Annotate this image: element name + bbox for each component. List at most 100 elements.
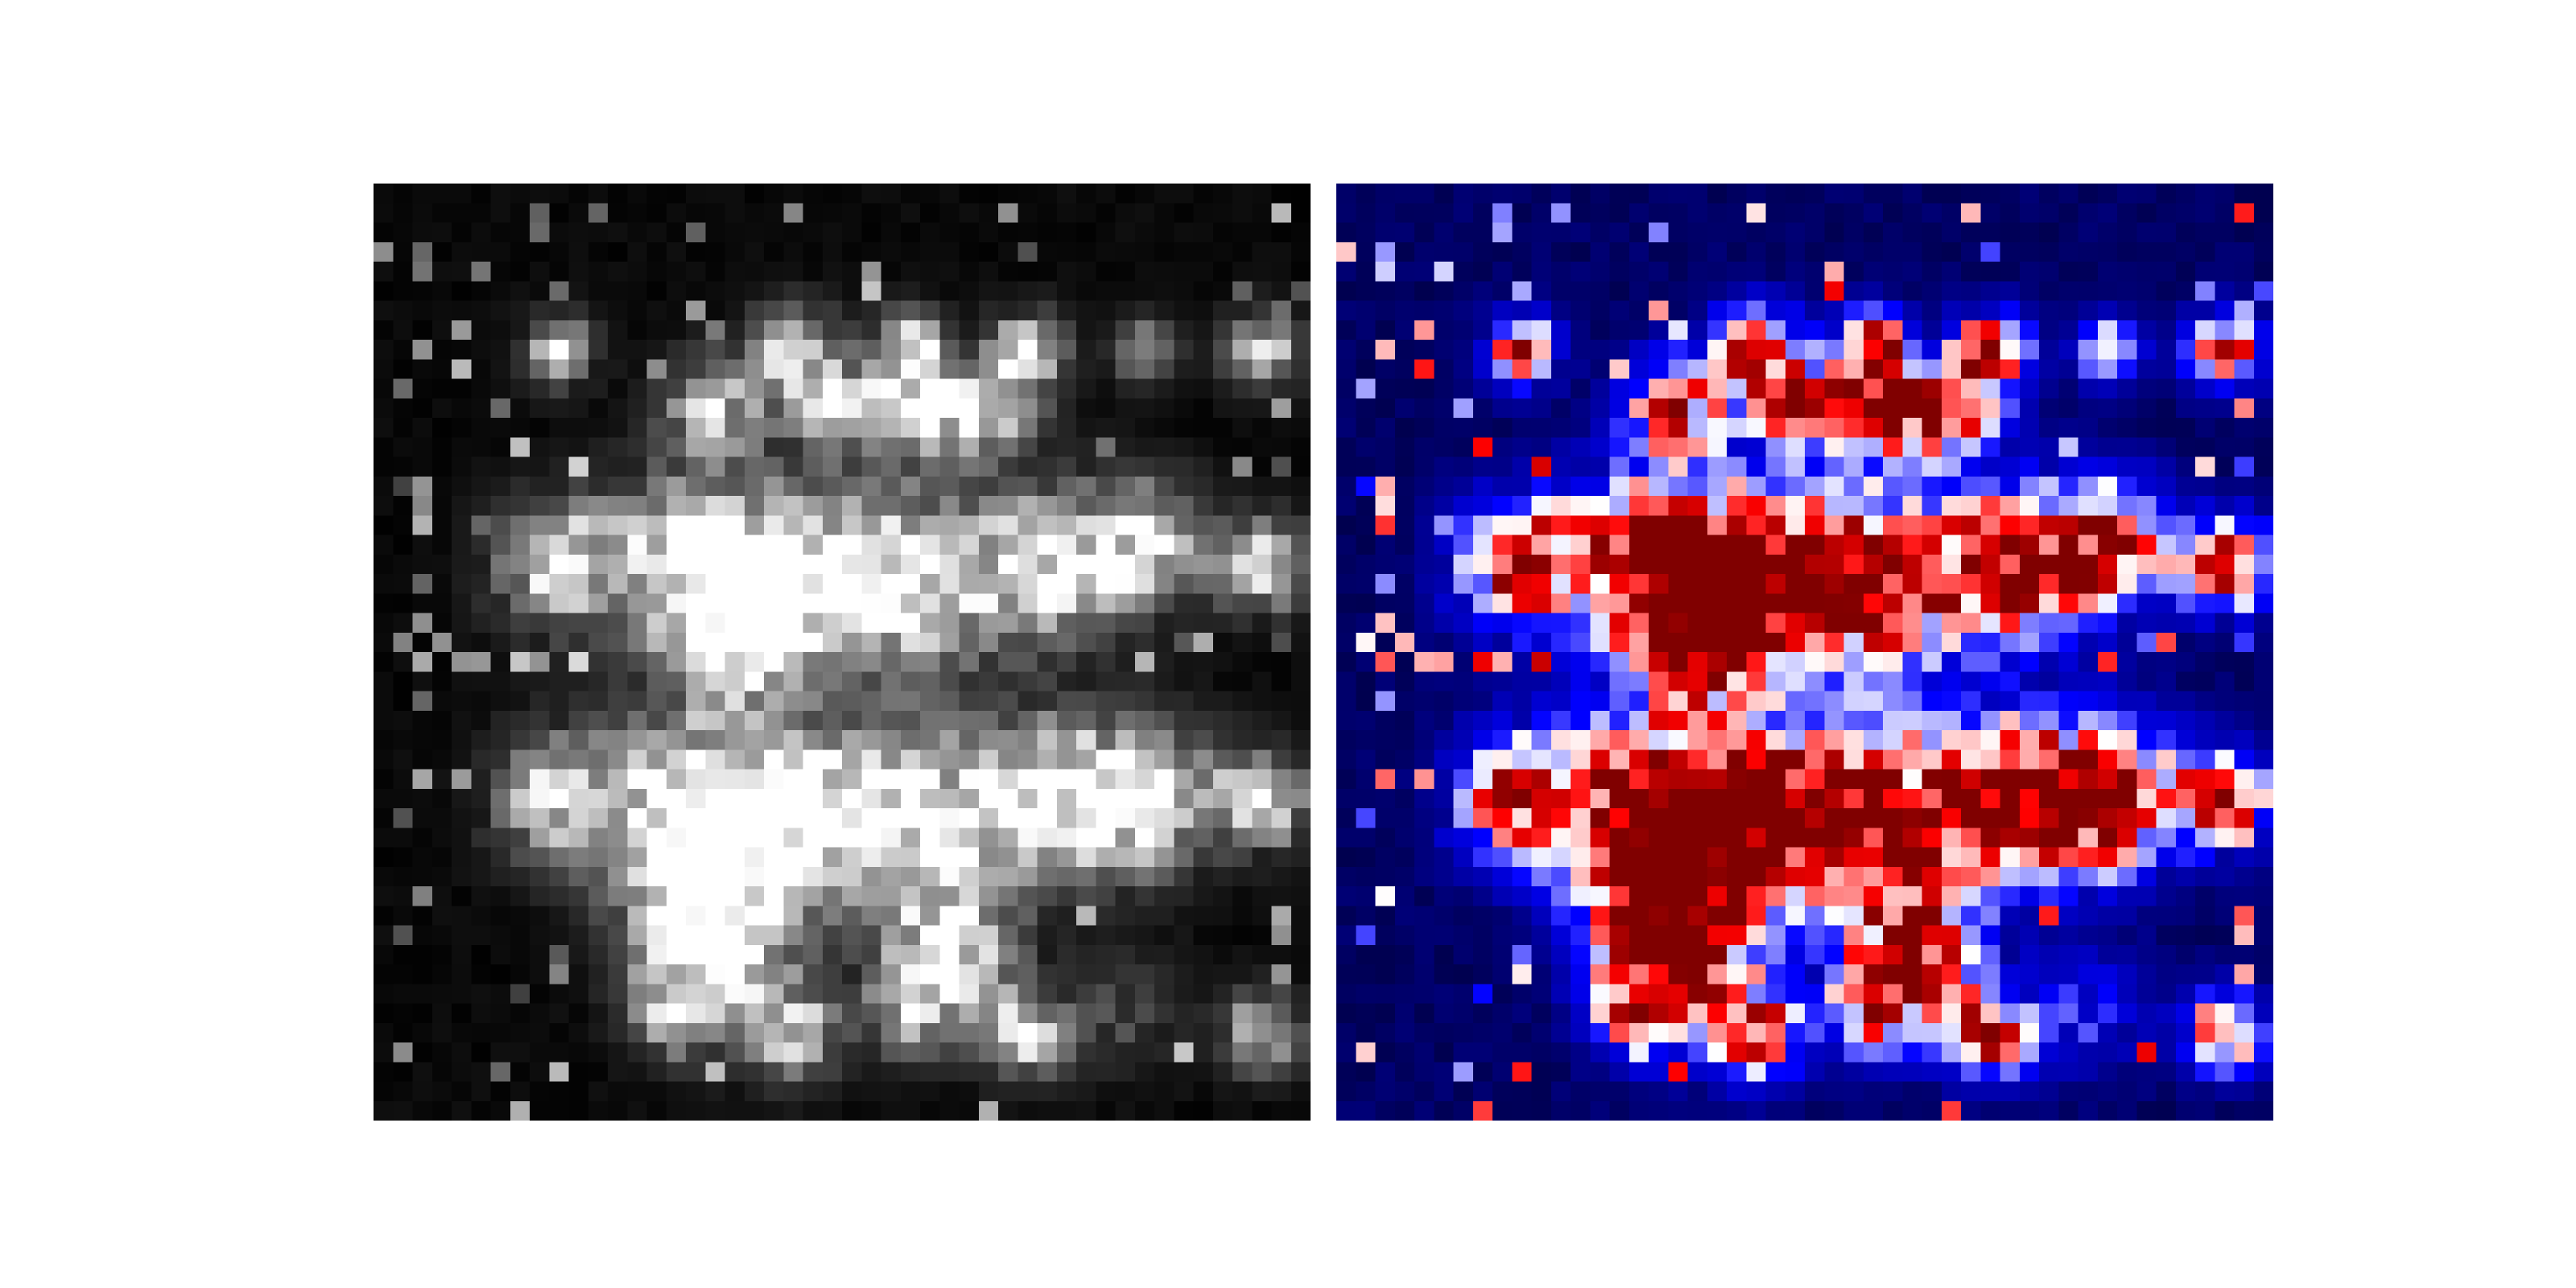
heatmap-gray-cell [646,359,667,379]
heatmap-seismic-cell [1687,359,1708,379]
heatmap-seismic-cell [1512,320,1532,341]
heatmap-seismic-cell [1785,769,1806,790]
heatmap-gray-cell [978,671,999,691]
heatmap-seismic-cell [2097,378,2118,399]
heatmap-gray-cell [998,418,1018,438]
heatmap-gray-cell [1115,554,1136,575]
heatmap-gray-cell [998,340,1018,360]
heatmap-seismic-cell [1707,652,1728,672]
heatmap-gray-cell [724,378,745,399]
heatmap-gray-cell [1290,866,1311,887]
heatmap-seismic-cell [2156,944,2177,965]
heatmap-gray-cell [1212,906,1233,926]
heatmap-seismic-cell [1824,203,1844,223]
heatmap-gray-cell [783,808,803,828]
heatmap-gray-cell [1193,378,1214,399]
heatmap-gray-cell [803,964,824,985]
heatmap-seismic-cell [1727,496,1747,516]
heatmap-seismic-cell [1531,828,1552,848]
heatmap-seismic-cell [2175,535,2196,555]
heatmap-seismic-cell [2039,262,2059,282]
heatmap-seismic-cell [1668,593,1688,613]
heatmap-gray-cell [412,300,433,321]
heatmap-seismic-cell [2215,378,2235,399]
heatmap-seismic-cell [1356,320,1376,341]
heatmap-seismic-cell [1707,808,1728,828]
heatmap-gray-cell [881,340,902,360]
heatmap-gray-cell [393,847,413,868]
heatmap-gray-cell [452,925,472,946]
heatmap-gray-cell [783,359,803,379]
heatmap-gray-cell [1290,1081,1311,1102]
heatmap-gray-cell [705,906,725,926]
heatmap-seismic-cell [2019,203,2040,223]
heatmap-gray-cell [431,398,452,419]
heatmap-gray-cell [646,203,667,223]
heatmap-seismic-cell [1941,340,1962,360]
heatmap-seismic-cell [1883,808,1903,828]
heatmap-seismic-cell [2019,359,2040,379]
heatmap-seismic-cell [1394,456,1415,477]
heatmap-gray-cell [646,1042,667,1063]
heatmap-seismic-cell [1512,1100,1532,1121]
heatmap-seismic-cell [2117,359,2137,379]
heatmap-gray-cell [1252,437,1272,457]
heatmap-gray-cell [471,1100,491,1121]
heatmap-gray-cell [959,691,980,712]
heatmap-seismic-cell [1472,1022,1493,1043]
heatmap-gray-cell [471,749,491,770]
heatmap-gray-cell [510,671,530,691]
heatmap-seismic-cell [1941,944,1962,965]
heatmap-gray-cell [374,574,394,594]
heatmap-gray-cell [431,925,452,946]
heatmap-gray-cell [686,281,706,301]
heatmap-seismic-cell [1941,554,1962,575]
heatmap-seismic-cell [2117,1081,2137,1102]
heatmap-gray-cell [881,320,902,341]
heatmap-seismic-cell [2078,1003,2099,1024]
heatmap-gray-cell [744,1062,765,1082]
heatmap-seismic-cell [1687,398,1708,419]
heatmap-gray-cell [1134,262,1155,282]
heatmap-gray-cell [1018,866,1038,887]
heatmap-seismic-cell [1453,1100,1474,1121]
heatmap-seismic-cell [2019,1062,2040,1082]
heatmap-gray-cell [627,554,647,575]
heatmap-seismic-cell [1472,184,1493,204]
heatmap-seismic-cell [1687,1003,1708,1024]
heatmap-seismic-cell [1375,340,1396,360]
heatmap-seismic-cell [1492,749,1513,770]
heatmap-gray-cell [959,281,980,301]
heatmap-gray-cell [803,340,824,360]
heatmap-seismic-cell [1863,378,1884,399]
heatmap-seismic-cell [1609,1100,1630,1121]
heatmap-seismic-cell [1356,262,1376,282]
heatmap-gray-cell [1212,456,1233,477]
heatmap-gray-cell [1271,515,1292,535]
heatmap-gray-cell [490,1100,511,1121]
heatmap-gray-cell [1115,769,1136,790]
heatmap-gray-cell [1115,203,1136,223]
heatmap-gray-cell [705,828,725,848]
heatmap-gray-cell [1252,398,1272,419]
heatmap-seismic-cell [1765,242,1786,262]
heatmap-gray-cell [510,1042,530,1063]
heatmap-gray-cell [1096,769,1116,790]
heatmap-gray-cell [861,476,881,497]
heatmap-seismic-cell [1883,262,1903,282]
heatmap-gray-cell [1290,203,1311,223]
heatmap-seismic-cell [1746,749,1766,770]
heatmap-gray-cell [803,1062,824,1082]
heatmap-seismic-cell [1902,1022,1922,1043]
heatmap-seismic-cell [2117,242,2137,262]
heatmap-seismic-cell [2234,574,2255,594]
heatmap-gray-cell [646,886,667,906]
heatmap-seismic-cell [1805,691,1825,712]
heatmap-gray-cell [1096,964,1116,985]
heatmap-gray-cell [861,320,881,341]
heatmap-seismic-cell [2136,808,2157,828]
heatmap-seismic-cell [1746,1062,1766,1082]
heatmap-seismic-cell [1649,535,1669,555]
heatmap-seismic-cell [1805,593,1825,613]
heatmap-seismic-cell [1550,437,1571,457]
